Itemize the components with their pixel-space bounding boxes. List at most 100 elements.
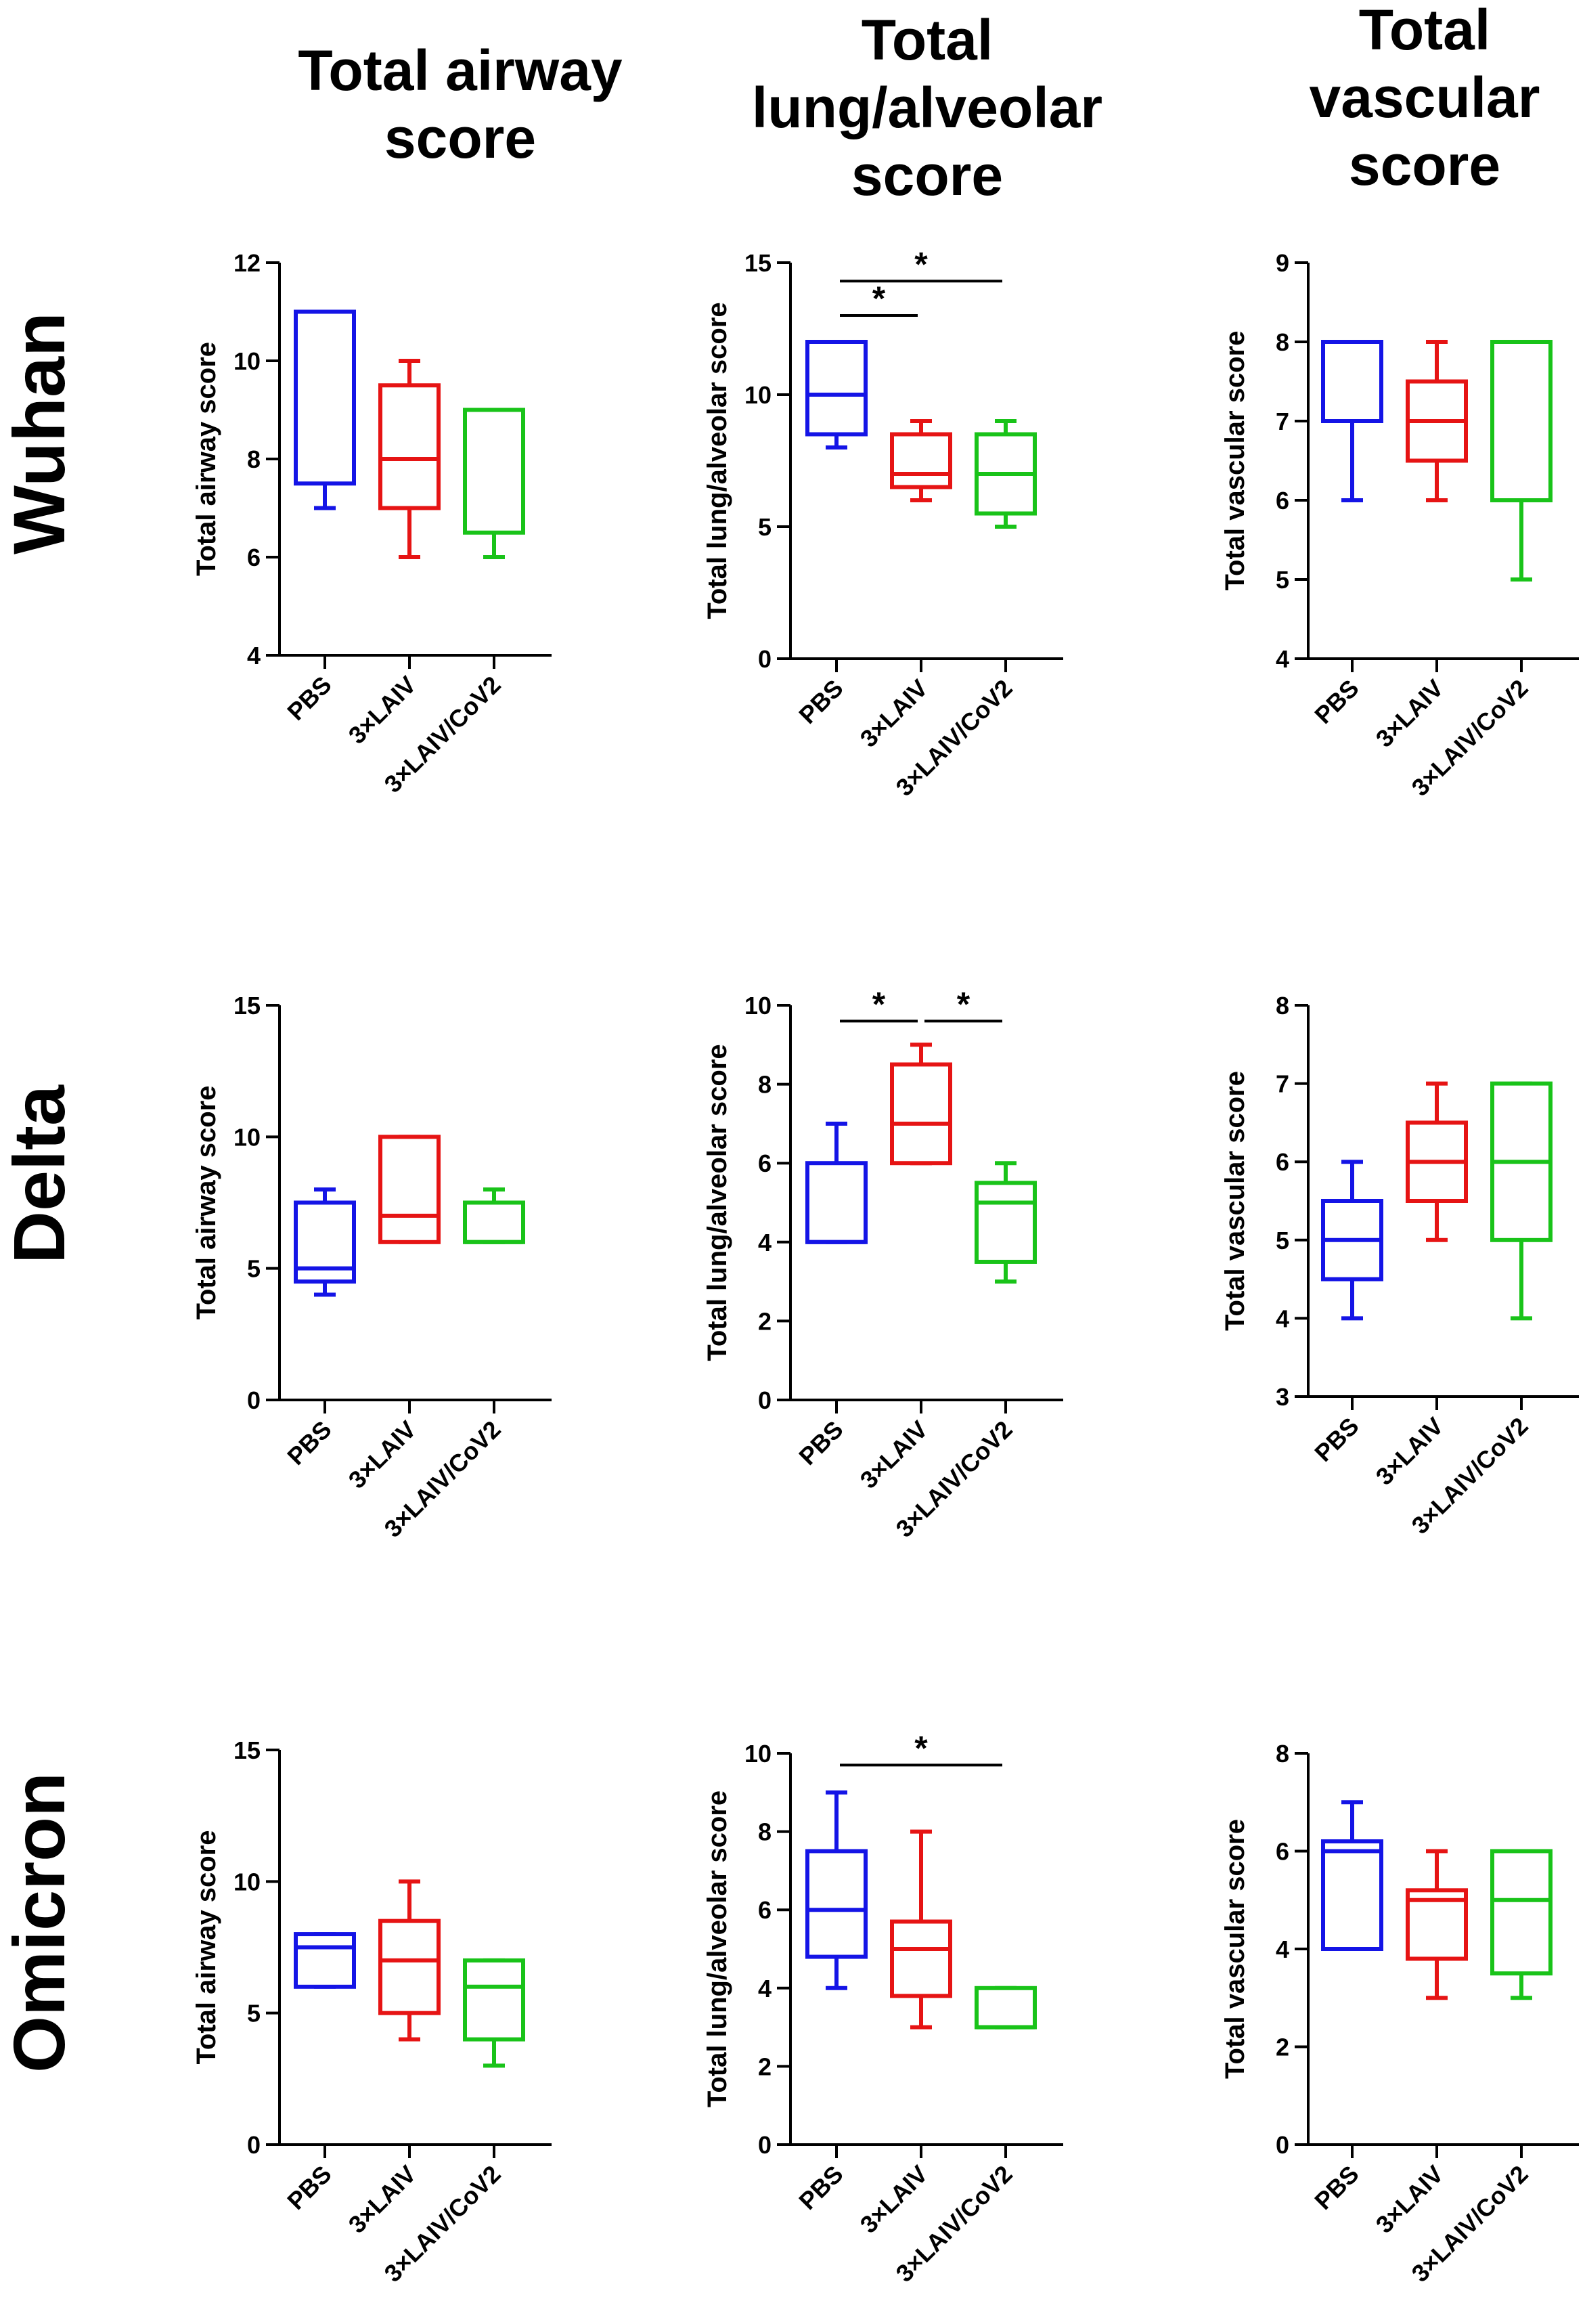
y-tick-label: 8	[1276, 1740, 1289, 1768]
y-tick-label: 6	[247, 544, 261, 571]
y-tick-label: 4	[247, 642, 261, 670]
y-axis-label: Total airway score	[192, 342, 221, 576]
column-title: lung/alveolar	[752, 76, 1102, 139]
box-plot	[463, 408, 525, 559]
y-tick-label: 0	[758, 1386, 772, 1414]
category-label: PBS	[793, 1416, 848, 1470]
y-tick-label: 15	[233, 992, 261, 1020]
box-plot	[378, 1879, 441, 2042]
y-axis-label: Total vascular score	[1220, 1819, 1250, 2079]
column-title: Total	[1359, 0, 1490, 62]
y-tick-label: 6	[758, 1149, 772, 1177]
y-tick-label: 6	[1276, 487, 1289, 514]
y-tick-label: 10	[744, 992, 772, 1020]
y-tick-label: 5	[1276, 1227, 1289, 1254]
category-label: PBS	[282, 1416, 336, 1470]
box-iqr	[975, 1181, 1037, 1264]
box-plot	[890, 419, 952, 502]
y-axis-label: Total vascular score	[1220, 331, 1250, 591]
significance-star: *	[872, 280, 886, 317]
y-axis-label: Total lung/alveolar score	[702, 302, 732, 619]
y-tick-label: 6	[758, 1896, 772, 1924]
y-tick-label: 5	[247, 1255, 261, 1283]
y-tick-label: 15	[744, 249, 772, 277]
box-iqr	[975, 1986, 1037, 2030]
y-tick-label: 4	[758, 1229, 772, 1256]
box-iqr	[805, 340, 868, 437]
box-plot	[294, 309, 356, 510]
y-axis-label: Total lung/alveolar score	[702, 1791, 732, 2107]
row-label: Delta	[0, 1084, 80, 1264]
column-title: score	[384, 106, 536, 170]
y-tick-label: 8	[1276, 992, 1289, 1020]
box-iqr	[294, 1932, 356, 1989]
box-plot	[805, 340, 868, 450]
box-plot	[1406, 340, 1468, 502]
category-label: 3×LAIV	[343, 671, 422, 749]
box-iqr	[378, 1135, 441, 1244]
category-label: PBS	[282, 671, 336, 726]
box-plot	[463, 1958, 525, 2068]
column-title: score	[1349, 133, 1500, 197]
box-plot	[1321, 1800, 1383, 1952]
significance-star: *	[914, 245, 928, 283]
category-label: 3×LAIV	[343, 2160, 422, 2239]
box-iqr	[890, 432, 952, 489]
y-tick-label: 7	[1276, 408, 1289, 435]
category-label: PBS	[1309, 2160, 1364, 2215]
box-iqr	[805, 1849, 868, 1959]
significance-star: *	[872, 985, 886, 1023]
category-label: PBS	[1309, 674, 1364, 729]
category-label: PBS	[1309, 1412, 1364, 1467]
category-label: 3×LAIV	[1370, 674, 1449, 753]
box-plot	[294, 1932, 356, 1989]
box-plot	[1321, 340, 1383, 502]
y-tick-label: 0	[1276, 2131, 1289, 2159]
y-tick-label: 8	[758, 1818, 772, 1846]
box-plot	[378, 1135, 441, 1244]
y-tick-label: 8	[1276, 328, 1289, 356]
y-tick-label: 2	[758, 1307, 772, 1335]
box-iqr	[1321, 1839, 1383, 1952]
box-iqr	[378, 1919, 441, 2015]
box-plot	[1406, 1849, 1468, 2000]
box-plot	[890, 1043, 952, 1166]
y-tick-label: 9	[1276, 249, 1289, 277]
y-tick-label: 10	[744, 381, 772, 409]
y-tick-label: 0	[247, 1386, 261, 1414]
row-label: Omicron	[0, 1772, 80, 2073]
y-tick-label: 12	[233, 249, 261, 277]
y-tick-label: 0	[758, 645, 772, 673]
box-iqr	[1321, 340, 1383, 423]
box-iqr	[463, 1958, 525, 2042]
y-tick-label: 5	[1276, 566, 1289, 594]
y-tick-label: 8	[758, 1071, 772, 1099]
y-tick-label: 0	[758, 2131, 772, 2159]
category-label: PBS	[282, 2160, 336, 2215]
y-tick-label: 2	[1276, 2034, 1289, 2061]
box-plot	[805, 1121, 868, 1244]
category-label: 3×LAIV	[855, 2160, 933, 2239]
box-plot	[975, 419, 1037, 529]
box-plot	[463, 1187, 525, 1244]
y-tick-label: 10	[744, 1740, 772, 1768]
y-tick-label: 3	[1276, 1383, 1289, 1411]
significance-star: *	[914, 1729, 928, 1767]
category-label: PBS	[793, 674, 848, 729]
category-label: 3×LAIV	[1370, 2160, 1449, 2239]
y-tick-label: 6	[1276, 1148, 1289, 1176]
box-plot	[975, 1161, 1037, 1284]
box-plot	[378, 359, 441, 559]
y-axis-label: Total vascular score	[1220, 1071, 1250, 1331]
y-tick-label: 15	[233, 1736, 261, 1764]
y-tick-label: 7	[1276, 1070, 1289, 1098]
column-title: Total airway	[298, 39, 623, 102]
box-iqr	[1490, 340, 1553, 502]
